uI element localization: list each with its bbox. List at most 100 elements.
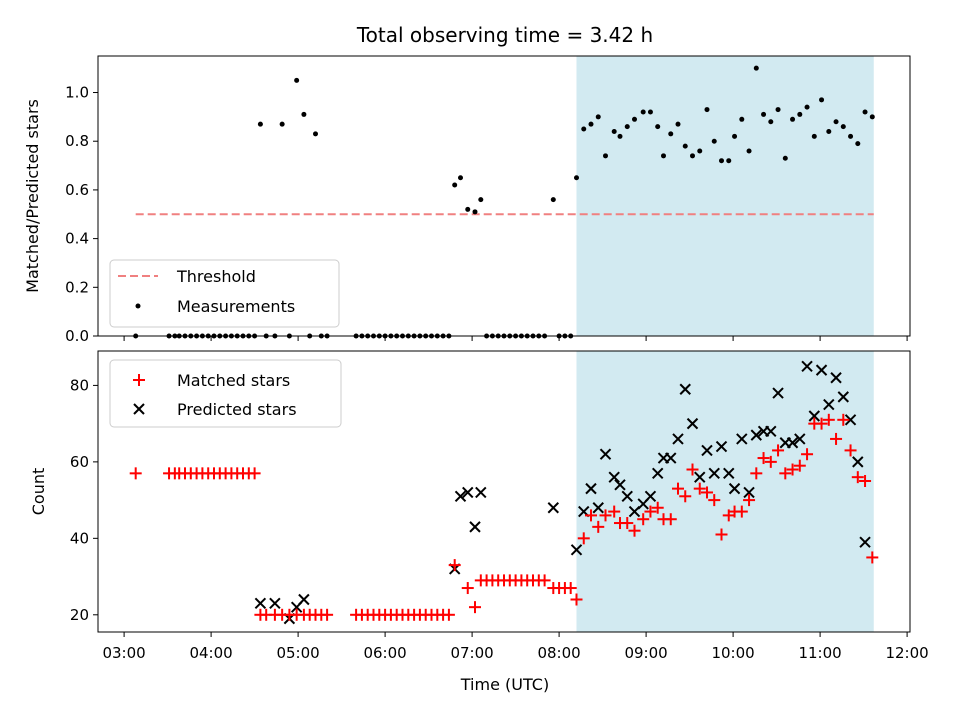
predicted-star-marker — [701, 444, 713, 457]
matched-star-marker — [866, 551, 879, 564]
matched-star-marker — [592, 520, 605, 533]
measurement-point — [611, 128, 617, 134]
bottom-y-axis-label: Count — [29, 468, 48, 516]
top-y-tick-label: 0.6 — [65, 181, 89, 199]
matched-star-marker — [837, 413, 850, 426]
matched-star-marker — [757, 452, 770, 465]
measurement-point — [279, 121, 285, 127]
predicted-star-marker — [298, 593, 310, 606]
matched-star-marker — [564, 582, 577, 595]
predicted-star-marker — [679, 383, 691, 395]
measurement-point — [301, 111, 307, 117]
predicted-star-marker — [708, 467, 720, 480]
predicted-star-marker — [794, 433, 806, 445]
measurement-point — [603, 153, 608, 159]
x-tick-label: 10:00 — [711, 644, 754, 662]
legend-predicted-swatch — [133, 403, 145, 415]
predicted-star-marker — [815, 364, 828, 376]
measurement-point — [726, 158, 732, 164]
predicted-star-marker — [462, 486, 474, 499]
matched-star-marker — [701, 486, 713, 499]
predicted-star-marker — [651, 467, 664, 480]
x-tick-label: 06:00 — [363, 644, 406, 662]
measurement-point — [595, 114, 601, 120]
predicted-star-marker — [765, 425, 777, 437]
matched-star-marker — [608, 505, 621, 518]
matched-star-marker — [786, 463, 799, 476]
predicted-star-marker — [269, 597, 281, 610]
measurement-point — [313, 131, 318, 137]
x-tick-label: 08:00 — [537, 644, 580, 662]
x-tick-label: 05:00 — [276, 644, 319, 662]
matched-star-marker — [651, 501, 664, 514]
measurement-point — [640, 109, 646, 115]
measurement-point — [753, 65, 759, 71]
measurement-point — [833, 119, 839, 125]
matched-star-marker — [693, 482, 706, 495]
matched-star-marker — [793, 459, 806, 472]
predicted-stars-points — [254, 360, 871, 625]
x-tick-label: 03:00 — [102, 644, 145, 662]
predicted-star-marker — [475, 486, 487, 499]
matched-star-marker — [735, 505, 748, 518]
bottom-legend-box — [109, 359, 342, 428]
matched-star-marker — [715, 528, 728, 541]
measurement-point — [668, 131, 674, 137]
predicted-star-marker — [786, 437, 799, 449]
bottom-y-axis-ticks: 20 40 60 80 — [70, 376, 98, 624]
measurement-point — [768, 119, 774, 125]
predicted-star-marker — [672, 433, 684, 445]
predicted-star-marker — [592, 502, 604, 514]
predicted-star-marker — [844, 414, 857, 426]
predicted-star-marker — [614, 479, 626, 491]
predicted-star-marker — [621, 490, 633, 502]
measurement-point — [478, 197, 484, 203]
matched-star-marker — [708, 494, 721, 507]
measurement-point — [452, 182, 458, 188]
predicted-star-marker — [830, 372, 842, 384]
matched-star-marker — [844, 444, 857, 457]
legend-threshold-label: Threshold — [176, 267, 256, 286]
top-axes-frame — [97, 55, 911, 337]
predicted-star-marker — [852, 456, 864, 468]
measurement-point — [690, 153, 695, 159]
predicted-star-marker — [715, 440, 728, 453]
matched-star-marker — [851, 471, 864, 484]
matched-star-marker — [822, 413, 835, 426]
bottom-x-axis-ticks: 03:00 04:00 05:00 06:00 07:00 08:00 09:00 10:00… — [102, 632, 929, 662]
predicted-star-marker — [823, 398, 835, 411]
matched-star-marker — [672, 482, 684, 495]
predicted-star-marker — [608, 471, 620, 483]
matched-star-marker — [621, 517, 634, 530]
matched-star-marker — [815, 417, 828, 430]
predicted-star-marker — [772, 387, 784, 399]
top-x-axis-ticks — [123, 336, 908, 341]
matched-star-marker — [628, 524, 641, 537]
top-y-tick-label: 0.4 — [65, 230, 89, 248]
measurement-point — [697, 148, 703, 154]
matched-star-marker — [599, 509, 612, 522]
measurement-point — [465, 206, 471, 212]
x-tick-label: 09:00 — [624, 644, 667, 662]
measurement-point — [840, 124, 846, 130]
predicted-star-marker — [599, 448, 612, 460]
measurement-point — [617, 133, 623, 139]
measurement-point — [862, 109, 868, 115]
measurement-point — [632, 116, 637, 122]
observing-window-span-top — [576, 56, 874, 336]
measurement-point — [624, 124, 630, 130]
bottom-axes-frame — [97, 350, 911, 633]
matched-star-marker — [686, 463, 699, 476]
bottom-y-tick-label: 40 — [70, 529, 89, 547]
matched-star-marker — [448, 559, 461, 572]
matched-star-marker — [750, 467, 763, 480]
measurement-point — [574, 175, 579, 181]
matched-star-marker — [248, 467, 261, 480]
bottom-y-tick-label: 80 — [70, 376, 89, 394]
matched-star-marker — [859, 474, 872, 487]
matched-star-marker — [772, 444, 785, 457]
matched-star-marker — [664, 513, 677, 526]
legend-measurements-swatch — [135, 303, 141, 309]
matched-star-marker — [538, 574, 551, 587]
x-axis-label: Time (UTC) — [460, 675, 549, 694]
